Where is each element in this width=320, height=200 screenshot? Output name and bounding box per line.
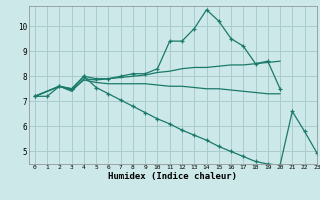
X-axis label: Humidex (Indice chaleur): Humidex (Indice chaleur) bbox=[108, 172, 237, 181]
